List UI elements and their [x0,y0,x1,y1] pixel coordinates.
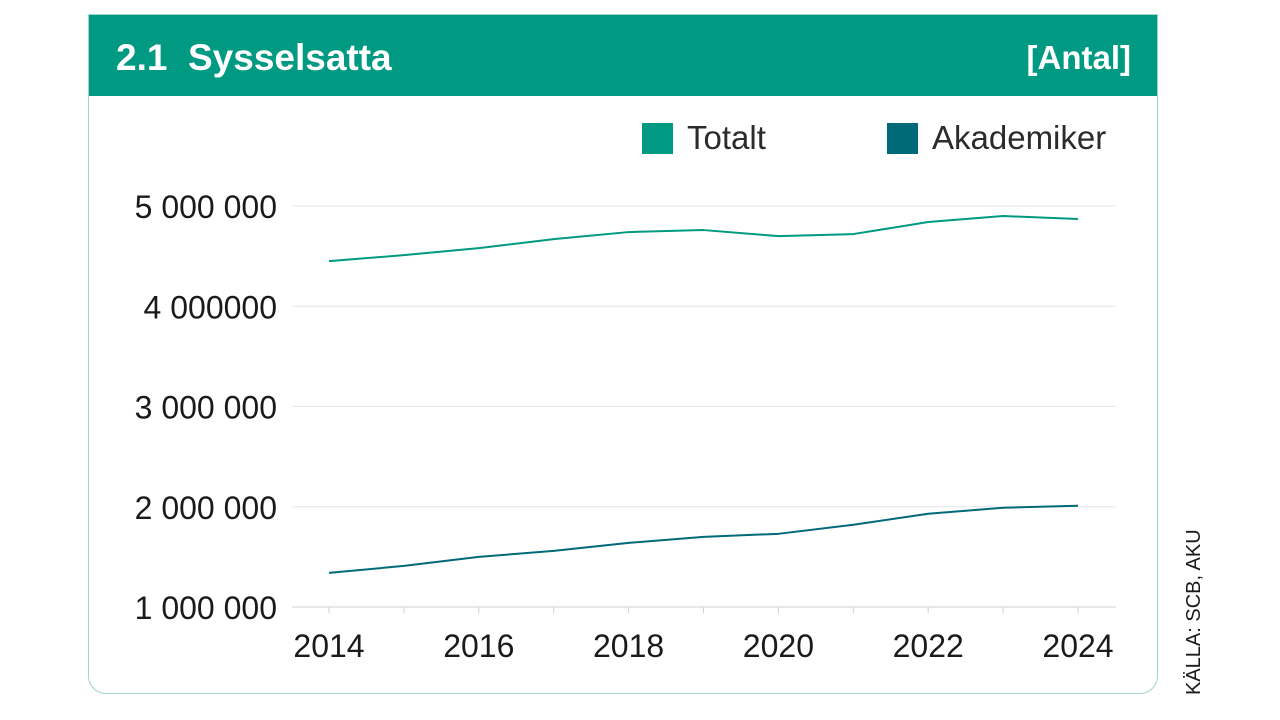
y-tick-label: 1 000 000 [135,590,277,626]
chart-header: 2.1 Sysselsatta [Antal] [89,15,1157,96]
legend-item-akademiker: Akademiker [887,118,1106,158]
x-tick-label: 2022 [893,628,964,664]
legend-swatch-akademiker [887,122,918,154]
x-tick-label: 2014 [293,628,364,664]
axis-layer: 1 000 000 2 000 000 3 000 000 4 000000 5 000… [135,189,1114,664]
chart-title: 2.1 Sysselsatta [116,37,392,78]
legend-swatch-totalt [642,122,673,154]
grid-layer [292,205,1116,608]
legend-label-totalt: Totalt [687,119,766,156]
y-tick-label: 4 000000 [144,289,277,325]
x-tick-label: 2016 [443,628,514,664]
x-tick-label: 2024 [1042,628,1113,664]
source-note: KÄLLA: SCB, AKU [1183,529,1205,695]
chart-card: 2.1 Sysselsatta [Antal] [88,14,1158,694]
y-tick-label: 3 000 000 [135,390,277,426]
series-line-totalt [328,215,1079,263]
legend-item-totalt: Totalt [642,118,766,158]
x-tick-label: 2020 [743,628,814,664]
chart-unit: [Antal] [1026,39,1131,76]
series-layer [328,215,1079,574]
legend-label-akademiker: Akademiker [932,119,1107,156]
y-tick-label: 2 000 000 [135,490,277,526]
series-line-akademiker [328,504,1079,574]
y-tick-label: 5 000 000 [135,189,277,225]
x-tick-label: 2018 [593,628,664,664]
